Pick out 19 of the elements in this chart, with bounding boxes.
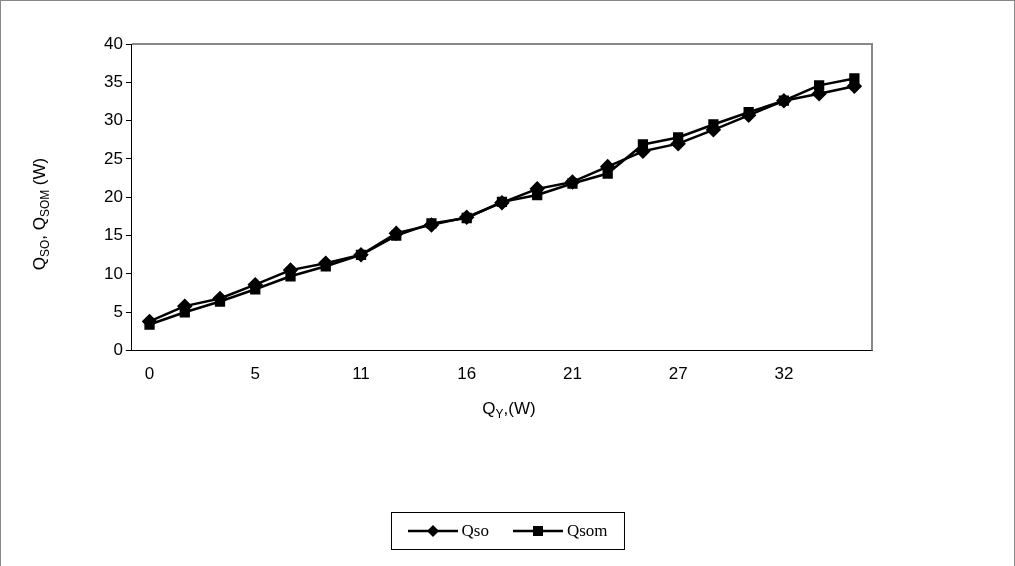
x-axis-title: Q$_{Y}$,(W) [482,399,536,422]
legend-label: Qso [461,521,489,541]
y-tick-label: 0 [113,340,123,360]
legend-label: Qsom [566,521,608,541]
x-tick-label: 32 [774,364,794,384]
y-tick-label: 20 [103,186,123,206]
x-tick-label: 21 [562,364,582,384]
x-tick-label: 27 [668,364,688,384]
x-tick-label: 0 [144,364,155,384]
y-tick-label: 25 [103,148,123,168]
y-tick-label: 35 [103,72,123,92]
y-tick-label: 15 [103,225,123,245]
y-tick-label: 30 [103,110,123,130]
y-tick-label: 5 [113,301,123,321]
x-tick-label: 5 [250,364,260,384]
y-tick-label: 10 [103,263,123,283]
x-tick-label: 16 [457,364,477,384]
x-tick-label: 11 [352,364,370,384]
y-tick-label: 40 [103,33,123,53]
